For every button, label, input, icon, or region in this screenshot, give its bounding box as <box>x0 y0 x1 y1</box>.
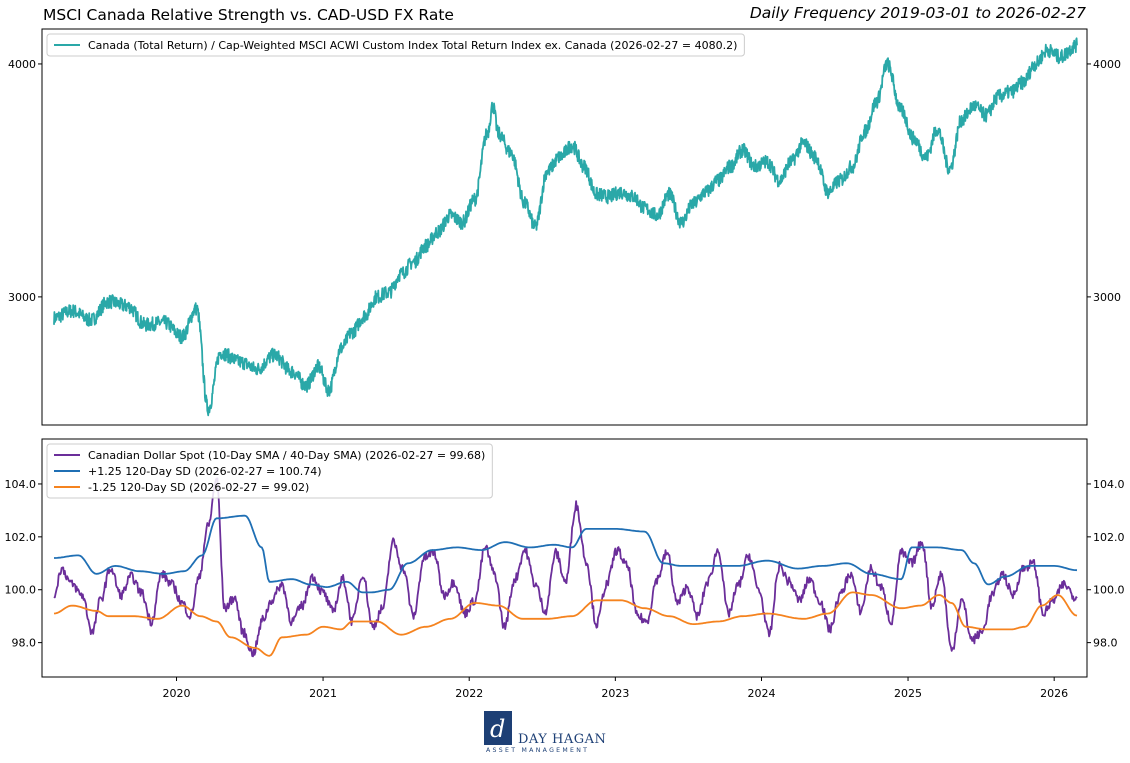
legend-label: Canadian Dollar Spot (10-Day SMA / 40-Da… <box>88 449 485 462</box>
legend-box <box>46 33 745 57</box>
y-tick-label-right: 98.0 <box>1093 637 1118 650</box>
y-tick-label-left: 100.0 <box>5 584 37 597</box>
series-line-3 <box>53 591 1078 657</box>
y-tick-label-left: 98.0 <box>12 637 37 650</box>
company-logo: d DAY HAGAN ASSET MANAGEMENT <box>484 711 614 757</box>
series-line-1 <box>53 37 1078 417</box>
x-tick-label: 2025 <box>894 687 922 700</box>
y-tick-label-right: 102.0 <box>1093 531 1125 544</box>
legend-box <box>46 443 493 499</box>
y-tick-label-right: 3000 <box>1093 291 1121 304</box>
legend: Canadian Dollar Spot (10-Day SMA / 40-Da… <box>46 443 493 499</box>
legend-label: +1.25 120-Day SD (2026-02-27 = 100.74) <box>88 465 322 478</box>
series-line-2 <box>54 514 1078 594</box>
x-tick-label: 2024 <box>747 687 775 700</box>
y-tick-label-right: 100.0 <box>1093 584 1125 597</box>
svg-text:d: d <box>490 715 505 743</box>
x-tick-label: 2022 <box>455 687 483 700</box>
bottom-panel: 98.0 98.0 100.0 100.0 102.0 102.0 104.0 104.0 20… <box>5 438 1125 700</box>
chart-subtitle: Daily Frequency 2019-03-01 to 2026-02-27 <box>749 4 1086 22</box>
x-tick-label: 2021 <box>309 687 337 700</box>
top-panel: 3000 3000 4000 4000 Canada (Total Return) / … <box>8 28 1121 426</box>
x-tick-label: 2023 <box>601 687 629 700</box>
legend-label: -1.25 120-Day SD (2026-02-27 = 99.02) <box>88 481 309 494</box>
logo-mark-icon: d <box>484 711 512 745</box>
series-line-1 <box>53 477 1078 658</box>
logo-text: DAY HAGAN <box>518 732 607 747</box>
y-tick-label-left: 102.0 <box>5 531 37 544</box>
x-tick-label: 2020 <box>163 687 191 700</box>
chart-title: MSCI Canada Relative Strength vs. CAD-US… <box>43 6 454 24</box>
y-tick-label-left: 104.0 <box>5 478 37 491</box>
x-tick-label: 2026 <box>1040 687 1068 700</box>
legend: Canada (Total Return) / Cap-Weighted MSC… <box>46 33 745 57</box>
y-tick-label-right: 4000 <box>1093 58 1121 71</box>
logo-tagline: ASSET MANAGEMENT <box>486 747 590 754</box>
plot-frame <box>41 28 1088 426</box>
y-tick-label-left: 3000 <box>8 291 36 304</box>
y-tick-label-left: 4000 <box>8 58 36 71</box>
legend-label: Canada (Total Return) / Cap-Weighted MSC… <box>88 39 737 52</box>
y-tick-label-right: 104.0 <box>1093 478 1125 491</box>
